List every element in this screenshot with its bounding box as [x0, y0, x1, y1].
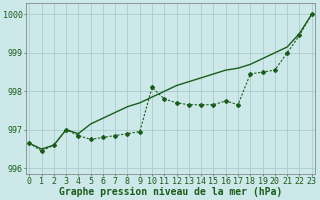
X-axis label: Graphe pression niveau de la mer (hPa): Graphe pression niveau de la mer (hPa) [59, 187, 282, 197]
